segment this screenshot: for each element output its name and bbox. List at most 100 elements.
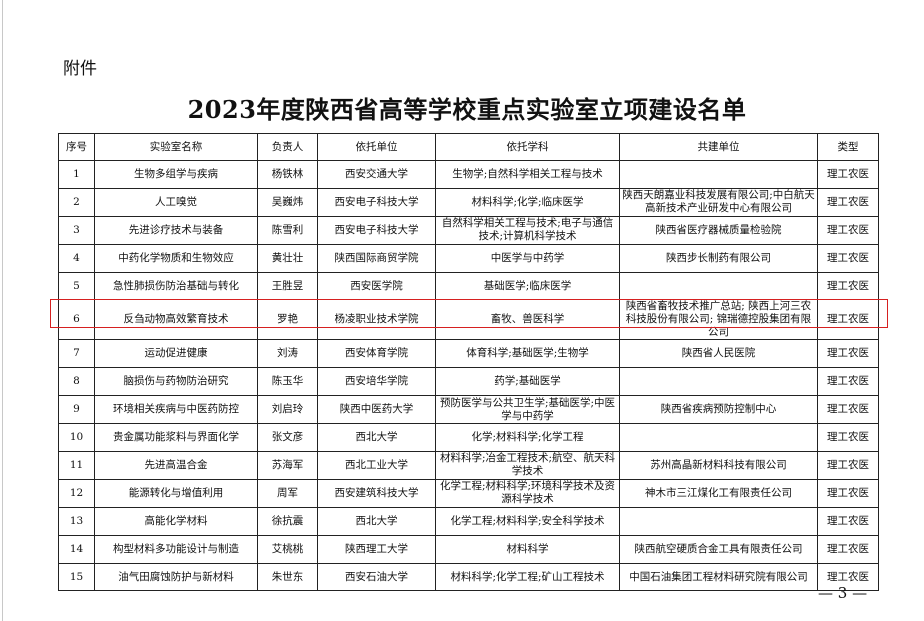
cell-host-unit: 西安石油大学	[317, 562, 436, 592]
cell-type: 理工农医	[817, 271, 879, 301]
cell-lab-name: 高能化学材料	[94, 506, 258, 536]
cell-partner	[619, 423, 818, 453]
cell-leader: 张文彦	[257, 423, 318, 453]
cell-lab-name: 先进诊疗技术与装备	[94, 215, 258, 245]
cell-host-unit: 西安交通大学	[317, 160, 436, 189]
cell-discipline: 材料科学;冶金工程技术;航空、航天科学技术	[435, 451, 620, 480]
cell-host-unit: 陕西理工大学	[317, 534, 436, 564]
header-leader: 负责人	[257, 133, 318, 161]
table-row: 7 运动促进健康 刘涛 西安体育学院 体育科学;基础医学;生物学 陕西省人民医院 理工农医	[58, 339, 879, 369]
cell-host-unit: 陕西国际商贸学院	[317, 243, 436, 273]
cell-host-unit: 西北大学	[317, 506, 436, 536]
header-partner: 共建单位	[619, 133, 818, 161]
cell-partner: 陕西省疾病预防控制中心	[619, 395, 818, 425]
table-row: 5 急性肺损伤防治基础与转化 王胜昱 西安医学院 基础医学;临床医学 理工农医	[58, 271, 879, 301]
cell-partner	[619, 271, 818, 301]
cell-index: 10	[58, 423, 95, 453]
cell-index: 13	[58, 506, 95, 536]
cell-index: 7	[58, 339, 95, 369]
cell-type: 理工农医	[817, 562, 879, 592]
cell-type: 理工农医	[817, 423, 879, 453]
cell-type: 理工农医	[817, 395, 879, 425]
cell-leader: 徐抗震	[257, 506, 318, 536]
header-type: 类型	[817, 133, 879, 161]
cell-type: 理工农医	[817, 215, 879, 245]
cell-type: 理工农医	[817, 451, 879, 480]
cell-partner	[619, 160, 818, 189]
cell-lab-name: 运动促进健康	[94, 339, 258, 369]
table-row: 13 高能化学材料 徐抗震 西北大学 化学工程;材料科学;安全科学技术 理工农医	[58, 506, 879, 536]
cell-lab-name: 急性肺损伤防治基础与转化	[94, 271, 258, 301]
cell-host-unit: 西安电子科技大学	[317, 187, 436, 217]
table-row: 12 能源转化与增值利用 周军 西安建筑科技大学 化学工程;材料科学;环境科学技术及资源…	[58, 478, 879, 508]
cell-discipline: 化学;材料科学;化学工程	[435, 423, 620, 453]
table-row: 1 生物多组学与疾病 杨铁林 西安交通大学 生物学;自然科学相关工程与技术 理工农医	[58, 160, 879, 189]
table-row: 4 中药化学物质和生物效应 黄壮壮 陕西国际商贸学院 中医学与中药学 陕西步长制药有限公司…	[58, 243, 879, 273]
cell-index: 4	[58, 243, 95, 273]
cell-discipline: 畜牧、兽医科学	[435, 299, 620, 341]
cell-index: 14	[58, 534, 95, 564]
cell-discipline: 化学工程;材料科学;安全科学技术	[435, 506, 620, 536]
table-row: 11 先进高温合金 苏海军 西北工业大学 材料科学;冶金工程技术;航空、航天科学技术 苏州…	[58, 451, 879, 480]
cell-partner	[619, 367, 818, 397]
cell-lab-name: 脑损伤与药物防治研究	[94, 367, 258, 397]
cell-discipline: 自然科学相关工程与技术;电子与通信技术;计算机科学技术	[435, 215, 620, 245]
cell-type: 理工农医	[817, 299, 879, 341]
cell-discipline: 中医学与中药学	[435, 243, 620, 273]
cell-discipline: 药学;基础医学	[435, 367, 620, 397]
cell-discipline: 基础医学;临床医学	[435, 271, 620, 301]
cell-leader: 罗艳	[257, 299, 318, 341]
table-row: 6 反刍动物高效繁育技术 罗艳 杨凌职业技术学院 畜牧、兽医科学 陕西省畜牧技术推广总站;…	[58, 299, 879, 341]
table-row: 9 环境相关疾病与中医药防控 刘启玲 陕西中医药大学 预防医学与公共卫生学;基础医学;中…	[58, 395, 879, 425]
cell-type: 理工农医	[817, 160, 879, 189]
cell-index: 8	[58, 367, 95, 397]
cell-host-unit: 西北工业大学	[317, 451, 436, 480]
cell-type: 理工农医	[817, 187, 879, 217]
cell-type: 理工农医	[817, 243, 879, 273]
cell-lab-name: 构型材料多功能设计与制造	[94, 534, 258, 564]
cell-lab-name: 先进高温合金	[94, 451, 258, 480]
cell-lab-name: 环境相关疾病与中医药防控	[94, 395, 258, 425]
cell-leader: 黄壮壮	[257, 243, 318, 273]
cell-lab-name: 人工嗅觉	[94, 187, 258, 217]
header-host-unit: 依托单位	[317, 133, 436, 161]
table-row: 15 油气田腐蚀防护与新材料 朱世东 西安石油大学 材料科学;化学工程;矿山工程技术 中国…	[58, 562, 879, 592]
cell-partner: 陕西省人民医院	[619, 339, 818, 369]
table-row: 3 先进诊疗技术与装备 陈雪利 西安电子科技大学 自然科学相关工程与技术;电子与通信技术…	[58, 215, 879, 245]
cell-discipline: 化学工程;材料科学;环境科学技术及资源科学技术	[435, 478, 620, 508]
cell-leader: 刘启玲	[257, 395, 318, 425]
table-header-row: 序号 实验室名称 负责人 依托单位 依托学科 共建单位 类型	[58, 133, 879, 161]
cell-lab-name: 油气田腐蚀防护与新材料	[94, 562, 258, 592]
table-row: 10 贵金属功能浆料与界面化学 张文彦 西北大学 化学;材料科学;化学工程 理工农医	[58, 423, 879, 453]
cell-host-unit: 西安培华学院	[317, 367, 436, 397]
cell-lab-name: 生物多组学与疾病	[94, 160, 258, 189]
cell-leader: 周军	[257, 478, 318, 508]
cell-type: 理工农医	[817, 478, 879, 508]
table-row: 2 人工嗅觉 吴巍炜 西安电子科技大学 材料科学;化学;临床医学 陕西天朗嘉业科技发展有限…	[58, 187, 879, 217]
cell-leader: 艾桃桃	[257, 534, 318, 564]
cell-partner: 中国石油集团工程材料研究院有限公司	[619, 562, 818, 592]
cell-discipline: 体育科学;基础医学;生物学	[435, 339, 620, 369]
table-row: 14 构型材料多功能设计与制造 艾桃桃 陕西理工大学 材料科学 陕西航空硬质合金工具有限责…	[58, 534, 879, 564]
cell-discipline: 材料科学	[435, 534, 620, 564]
page-edge	[2, 0, 3, 621]
table-row: 8 脑损伤与药物防治研究 陈玉华 西安培华学院 药学;基础医学 理工农医	[58, 367, 879, 397]
cell-leader: 陈玉华	[257, 367, 318, 397]
cell-index: 5	[58, 271, 95, 301]
cell-host-unit: 西北大学	[317, 423, 436, 453]
cell-discipline: 材料科学;化学;临床医学	[435, 187, 620, 217]
page-number: — 3 —	[818, 584, 868, 602]
cell-host-unit: 杨凌职业技术学院	[317, 299, 436, 341]
cell-type: 理工农医	[817, 339, 879, 369]
cell-leader: 杨铁林	[257, 160, 318, 189]
cell-index: 9	[58, 395, 95, 425]
attachment-label: 附件	[63, 59, 97, 79]
cell-leader: 王胜昱	[257, 271, 318, 301]
cell-partner: 陕西步长制药有限公司	[619, 243, 818, 273]
cell-index: 1	[58, 160, 95, 189]
cell-host-unit: 西安体育学院	[317, 339, 436, 369]
header-lab-name: 实验室名称	[94, 133, 258, 161]
cell-leader: 吴巍炜	[257, 187, 318, 217]
cell-discipline: 生物学;自然科学相关工程与技术	[435, 160, 620, 189]
cell-leader: 朱世东	[257, 562, 318, 592]
